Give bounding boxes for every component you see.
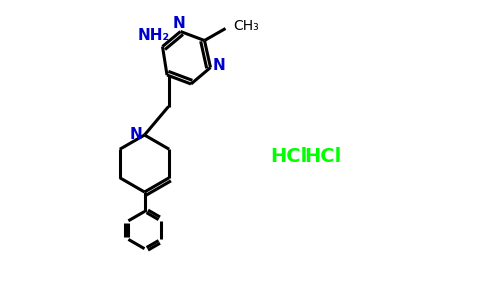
Text: N: N (130, 127, 142, 142)
Text: N: N (213, 58, 226, 74)
Text: HCl: HCl (304, 146, 342, 166)
Text: CH₃: CH₃ (233, 19, 259, 33)
Text: NH₂: NH₂ (138, 28, 170, 43)
Text: N: N (173, 16, 185, 31)
Text: HCl: HCl (270, 146, 307, 166)
